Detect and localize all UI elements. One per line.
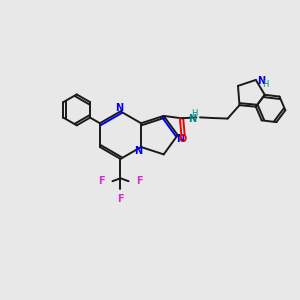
Text: H: H [262, 80, 268, 89]
Text: F: F [98, 176, 105, 186]
Text: F: F [136, 176, 142, 186]
Text: O: O [179, 134, 187, 144]
Text: N: N [134, 146, 142, 156]
Text: N: N [188, 114, 196, 124]
Text: F: F [117, 194, 124, 204]
Text: N: N [257, 76, 265, 85]
Text: N: N [115, 103, 123, 113]
Text: H: H [191, 109, 197, 118]
Text: N: N [176, 134, 184, 144]
